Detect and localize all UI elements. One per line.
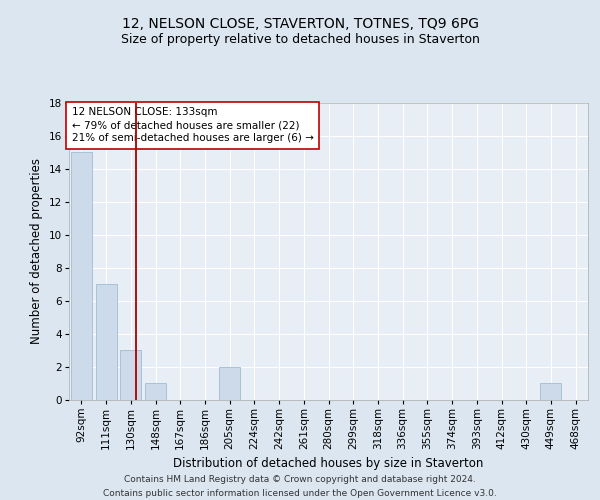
Text: Size of property relative to detached houses in Staverton: Size of property relative to detached ho…: [121, 32, 479, 46]
Bar: [219, 367, 240, 400]
Y-axis label: Number of detached properties: Number of detached properties: [30, 158, 43, 344]
X-axis label: Distribution of detached houses by size in Staverton: Distribution of detached houses by size …: [173, 458, 484, 470]
Text: 12, NELSON CLOSE, STAVERTON, TOTNES, TQ9 6PG: 12, NELSON CLOSE, STAVERTON, TOTNES, TQ9…: [121, 18, 479, 32]
Text: 12 NELSON CLOSE: 133sqm
← 79% of detached houses are smaller (22)
21% of semi-de: 12 NELSON CLOSE: 133sqm ← 79% of detache…: [71, 107, 313, 144]
Bar: [95, 284, 116, 400]
Bar: [71, 152, 92, 400]
Bar: [541, 384, 562, 400]
Bar: [145, 384, 166, 400]
Bar: [120, 350, 141, 400]
Text: Contains HM Land Registry data © Crown copyright and database right 2024.
Contai: Contains HM Land Registry data © Crown c…: [103, 476, 497, 498]
